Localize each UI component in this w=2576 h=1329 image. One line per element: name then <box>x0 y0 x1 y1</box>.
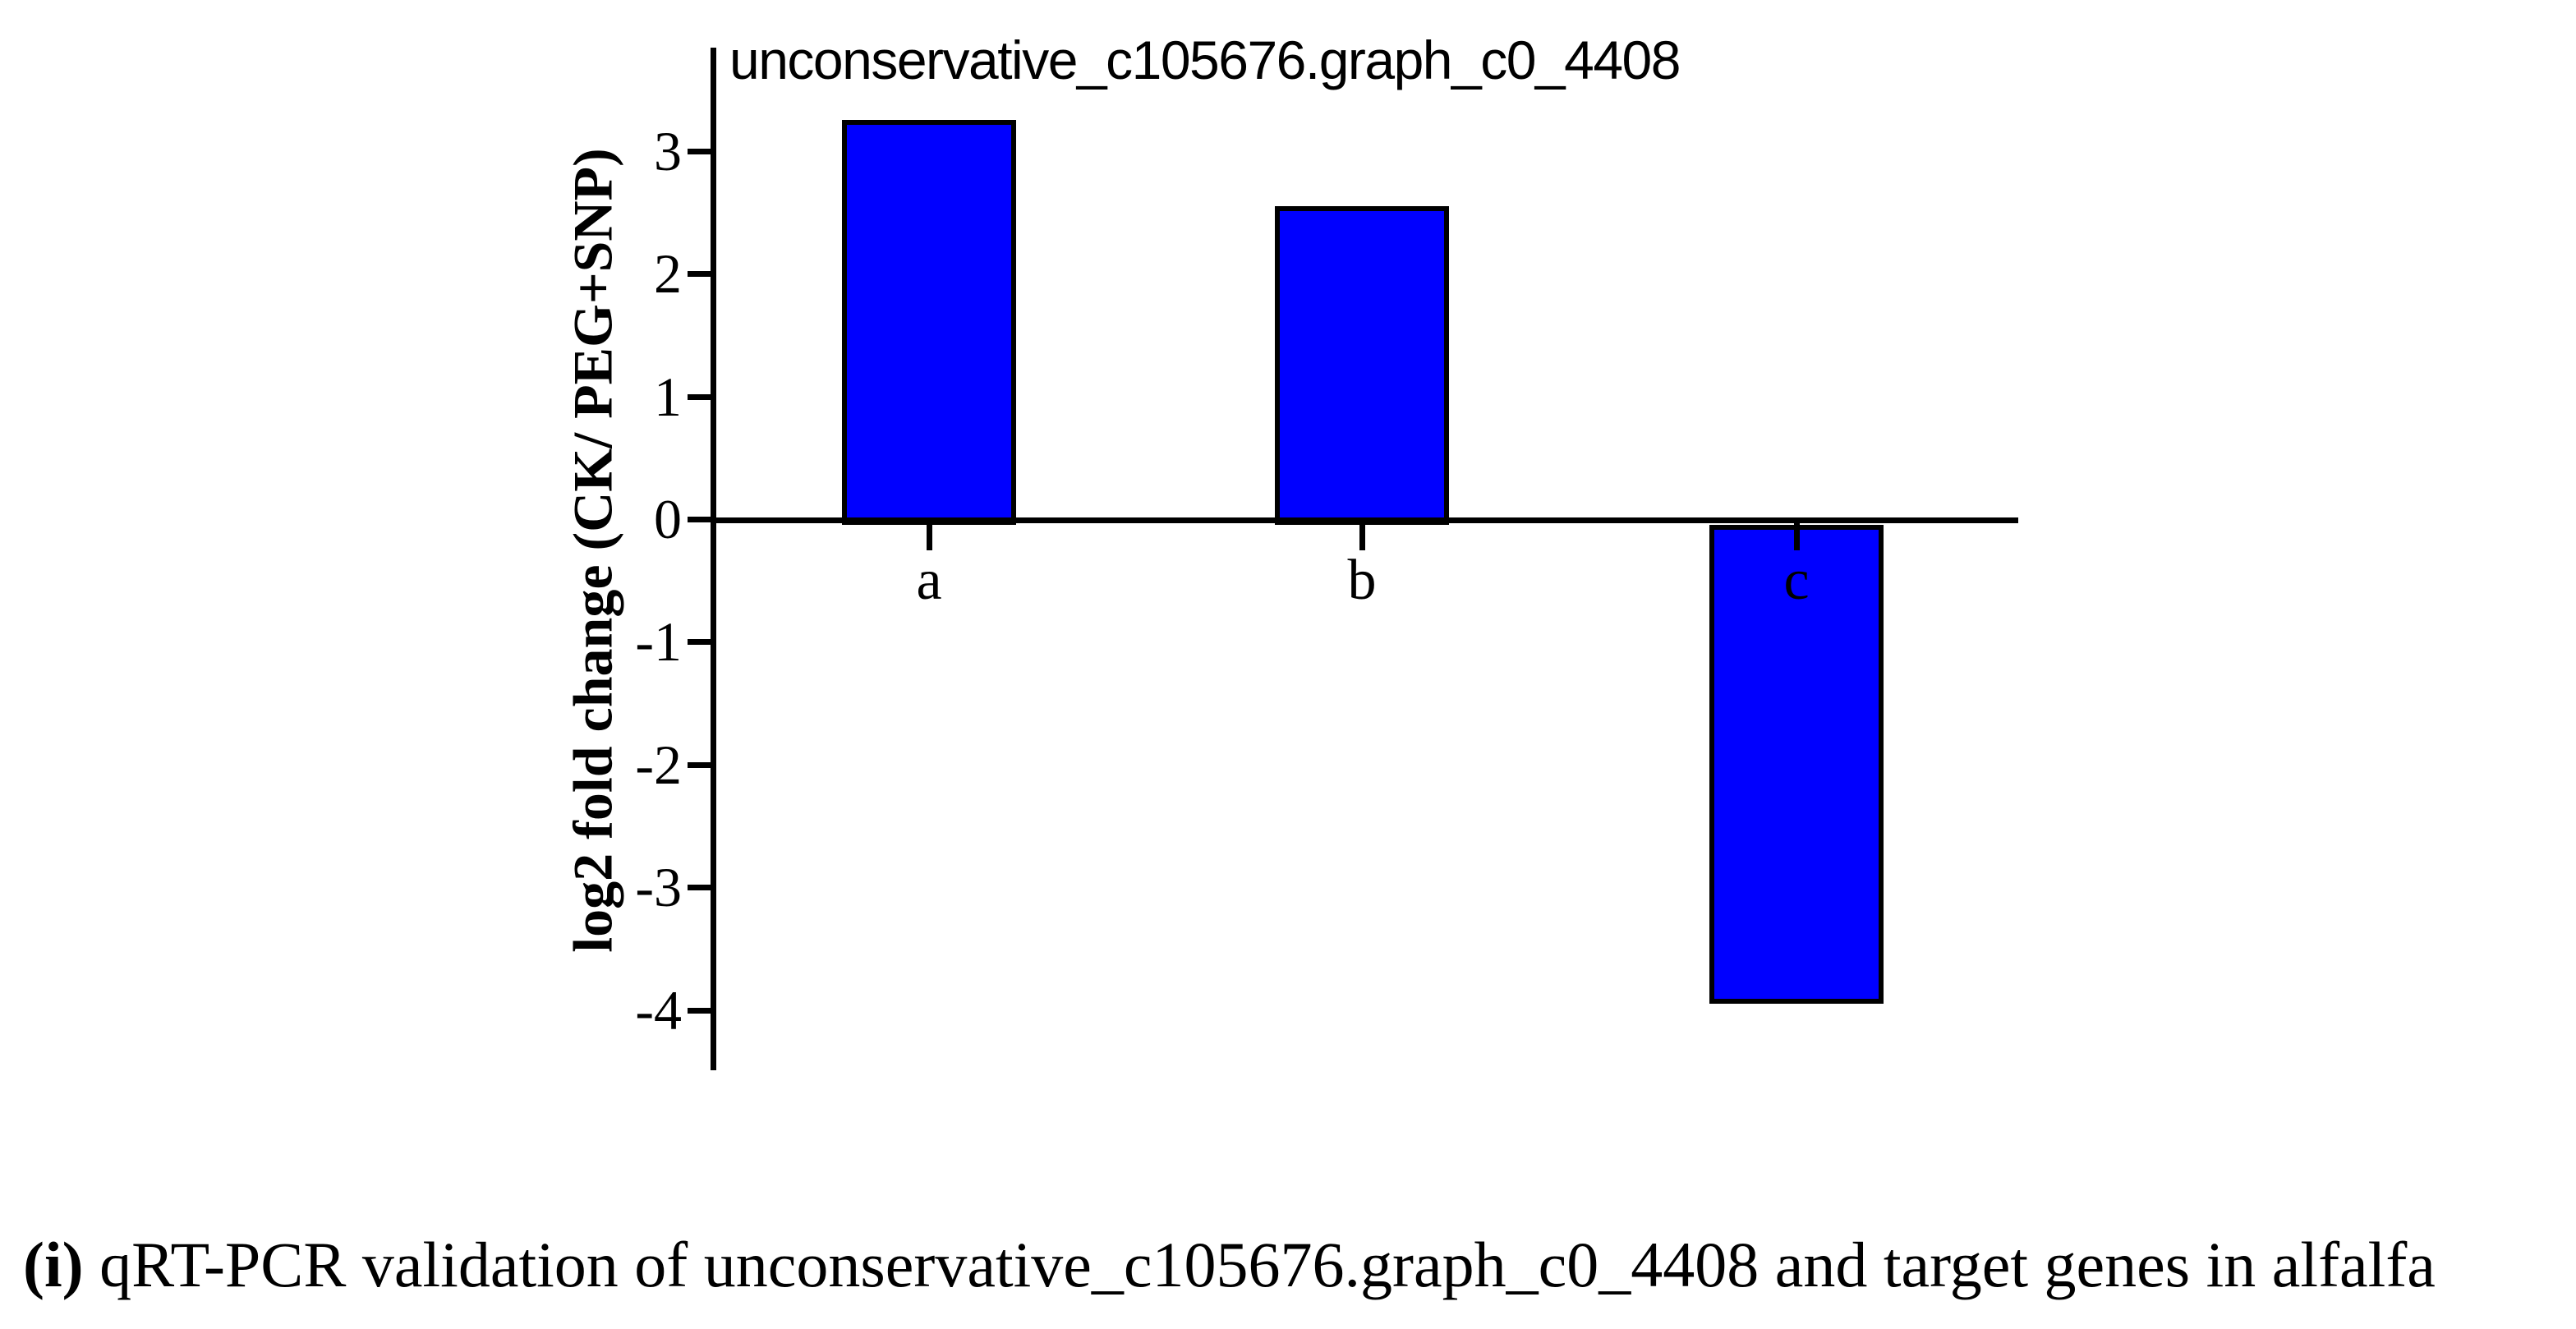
y-axis-tick-label-3: 3 <box>654 119 682 182</box>
bar-a <box>842 120 1016 525</box>
y-axis-tick-label--1: -1 <box>635 610 682 674</box>
y-axis-tick--4 <box>688 1007 711 1014</box>
bar-b <box>1275 206 1449 525</box>
y-axis-tick-2 <box>688 271 711 278</box>
x-category-label-a: a <box>916 549 942 612</box>
y-axis-tick-3 <box>688 148 711 154</box>
y-axis-tick-label-0: 0 <box>654 488 682 550</box>
y-axis-tick--1 <box>688 639 711 646</box>
figure-caption: (i) qRT-PCR validation of unconservative… <box>23 1227 2569 1303</box>
x-axis-tick-b <box>1359 523 1365 550</box>
y-axis-tick-1 <box>688 393 711 400</box>
x-category-label-b: b <box>1347 549 1377 612</box>
y-axis-tick--3 <box>688 885 711 891</box>
x-axis-tick-a <box>927 523 932 550</box>
caption-text: qRT-PCR validation of unconservative_c10… <box>83 1229 2436 1300</box>
y-axis-tick--2 <box>688 761 711 768</box>
x-axis-zero-line <box>711 517 2018 523</box>
x-category-label-c: c <box>1783 549 1810 612</box>
chart-title: unconservative_c105676.graph_c0_4408 <box>729 30 1681 90</box>
y-axis-tick-0 <box>688 517 711 522</box>
y-axis-tick-label--3: -3 <box>635 856 682 919</box>
y-axis-line <box>711 48 716 1070</box>
y-axis-tick-label--2: -2 <box>635 733 682 796</box>
caption-index-label: (i) <box>23 1229 84 1300</box>
y-axis-tick-label--4: -4 <box>635 978 682 1042</box>
y-axis-tick-label-2: 2 <box>654 242 682 306</box>
y-axis-tick-label-1: 1 <box>654 365 682 428</box>
bar-c <box>1709 525 1884 1004</box>
x-axis-tick-c <box>1794 523 1800 550</box>
